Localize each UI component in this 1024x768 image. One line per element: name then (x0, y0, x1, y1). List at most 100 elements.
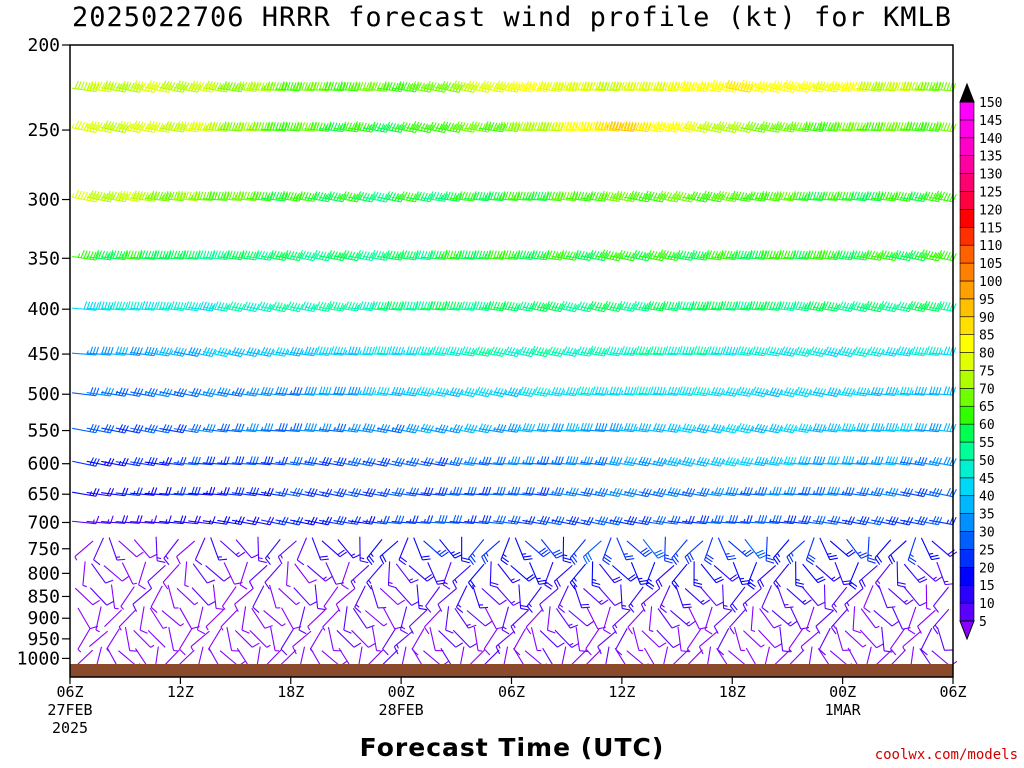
wind-barb (870, 250, 899, 261)
barb-feather (74, 190, 80, 198)
barb-feather (315, 301, 321, 310)
barb-feather (577, 122, 581, 131)
barb-feather (559, 250, 565, 259)
barb-feather (946, 487, 951, 496)
barb-staff (885, 392, 910, 396)
barb-feather (893, 250, 899, 258)
barb-feather (388, 82, 393, 91)
barb-feather (289, 302, 295, 311)
barb-feather (699, 251, 704, 260)
barb-feather (734, 250, 738, 259)
barb-feather (473, 457, 478, 466)
barb-staff (246, 392, 271, 397)
barb-feather (199, 82, 205, 91)
barb-feather (344, 301, 350, 310)
barb-staff (507, 492, 532, 496)
barb-feather (295, 516, 301, 525)
barb-feather (562, 346, 568, 355)
barb-feather (388, 346, 393, 355)
barb-half-feather (463, 83, 467, 88)
barb-half-feather (484, 253, 487, 259)
barb-feather (336, 302, 341, 311)
barb-staff (202, 428, 227, 433)
barb-feather (417, 250, 422, 259)
wind-barb (257, 536, 267, 564)
barb-feather (597, 516, 603, 524)
barb-feather (360, 560, 369, 564)
barb-feather (283, 81, 288, 90)
barb-staff (827, 391, 852, 397)
barb-staff (464, 391, 489, 398)
barb-feather (208, 388, 214, 397)
wind-barb (871, 300, 899, 313)
barb-feather (614, 121, 619, 130)
barb-feather (914, 192, 919, 201)
barb-feather (766, 346, 771, 355)
barb-feather (635, 122, 640, 131)
barb-feather (487, 191, 491, 200)
wind-barb (725, 422, 754, 434)
barb-half-feather (472, 349, 476, 354)
barb-feather (661, 516, 667, 525)
barb-feather (400, 488, 405, 497)
barb-feather (586, 516, 591, 525)
barb-half-feather (436, 549, 441, 554)
barb-feather (618, 488, 623, 497)
barb-feather (667, 423, 672, 432)
barb-feather (458, 84, 463, 93)
barb-feather (542, 81, 547, 90)
barb-feather (313, 253, 318, 261)
barb-feather (470, 555, 476, 563)
barb-feather (836, 348, 841, 357)
wind-barb (566, 301, 594, 313)
barb-feather (484, 424, 489, 433)
barb-half-feather (234, 125, 237, 130)
barb-feather (949, 386, 954, 396)
barb-feather (330, 81, 335, 91)
barb-feather (150, 80, 155, 89)
barb-staff (173, 462, 198, 466)
barb-feather (371, 300, 375, 310)
barb-feather (103, 80, 109, 89)
wind-barb (435, 346, 463, 357)
barb-feather (728, 457, 733, 466)
barb-half-feather (129, 123, 133, 128)
barb-feather (495, 80, 501, 89)
barb-half-feather (565, 84, 568, 89)
barb-feather (708, 346, 712, 355)
wind-barb (115, 424, 144, 434)
barb-feather (553, 80, 558, 90)
barb-feather (414, 300, 419, 310)
barb-feather (923, 303, 928, 312)
barb-staff (246, 429, 271, 433)
barb-feather (568, 81, 573, 90)
barb-feather (531, 84, 536, 93)
wind-barb (188, 301, 216, 312)
barb-feather (836, 303, 841, 312)
barb-feather (309, 81, 314, 90)
barb-feather (539, 251, 544, 260)
barb-feather (847, 348, 853, 357)
barb-feather (687, 424, 693, 433)
barb-feather (191, 387, 196, 396)
barb-half-feather (887, 125, 891, 130)
barb-staff (522, 256, 547, 261)
barb-feather (275, 251, 280, 260)
barb-feather (876, 516, 882, 525)
barb-feather (310, 252, 315, 261)
barb-feather (940, 191, 945, 200)
barb-feather (588, 81, 593, 90)
barb-staff (318, 392, 343, 396)
barb-feather (754, 387, 760, 396)
barb-staff (783, 127, 808, 133)
barb-feather (182, 124, 187, 133)
barb-staff (783, 492, 808, 496)
barb-feather (879, 191, 884, 200)
barb-feather (255, 348, 260, 357)
barb-feather (629, 457, 635, 466)
barb-half-feather (931, 85, 934, 90)
barb-feather (368, 81, 373, 90)
barb-staff (522, 306, 547, 312)
barb-feather (170, 301, 175, 310)
barb-feather (591, 301, 597, 310)
